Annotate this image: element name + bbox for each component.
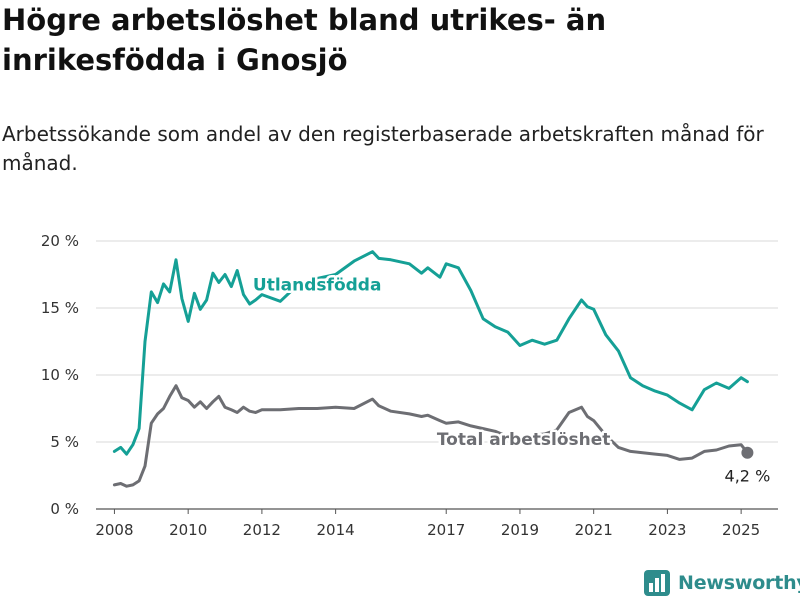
- series-line-utlandsfodda: [112, 250, 749, 456]
- grid-lines: [96, 240, 778, 510]
- brand-logo: Newsworthy: [644, 566, 800, 600]
- series-lines: [112, 250, 749, 488]
- end-point-marker: [741, 446, 754, 459]
- brand-name: Newsworthy: [678, 572, 800, 594]
- series-labels: Utlandsfödda Total arbetslöshet 4,2 %: [250, 273, 771, 486]
- y-tick-label: 0 %: [50, 500, 79, 518]
- y-tick-label: 10 %: [41, 366, 79, 384]
- x-tick-label: 2019: [501, 521, 539, 539]
- end-value-label: 4,2 %: [725, 467, 771, 486]
- x-tick-label: 2023: [648, 521, 686, 539]
- x-tick-label: 2021: [575, 521, 613, 539]
- x-axis-ticks: 2008 2010 2012 2014 2017 2019 2021 2023 2025: [95, 509, 760, 539]
- chart-title: Högre arbetslöshet bland utrikes- än inr…: [2, 3, 607, 77]
- y-tick-label: 20 %: [41, 232, 79, 250]
- series-line-total: [112, 384, 749, 488]
- bar-chart-logo-icon: [644, 570, 670, 596]
- chart-subtitle: Arbetssökande som andel av den registerb…: [2, 122, 764, 175]
- series-label-total: Total arbetslöshet: [437, 430, 611, 450]
- x-tick-label: 2025: [722, 521, 760, 539]
- x-tick-label: 2010: [169, 521, 207, 539]
- x-tick-label: 2014: [317, 521, 355, 539]
- x-tick-label: 2017: [427, 521, 465, 539]
- y-tick-label: 5 %: [50, 433, 79, 451]
- x-tick-label: 2008: [95, 521, 133, 539]
- y-tick-label: 15 %: [41, 299, 79, 317]
- x-tick-label: 2012: [243, 521, 281, 539]
- series-label-utlandsfodda: Utlandsfödda: [253, 276, 382, 296]
- y-axis-tick-labels: 0 % 5 % 10 % 15 % 20 %: [41, 232, 79, 518]
